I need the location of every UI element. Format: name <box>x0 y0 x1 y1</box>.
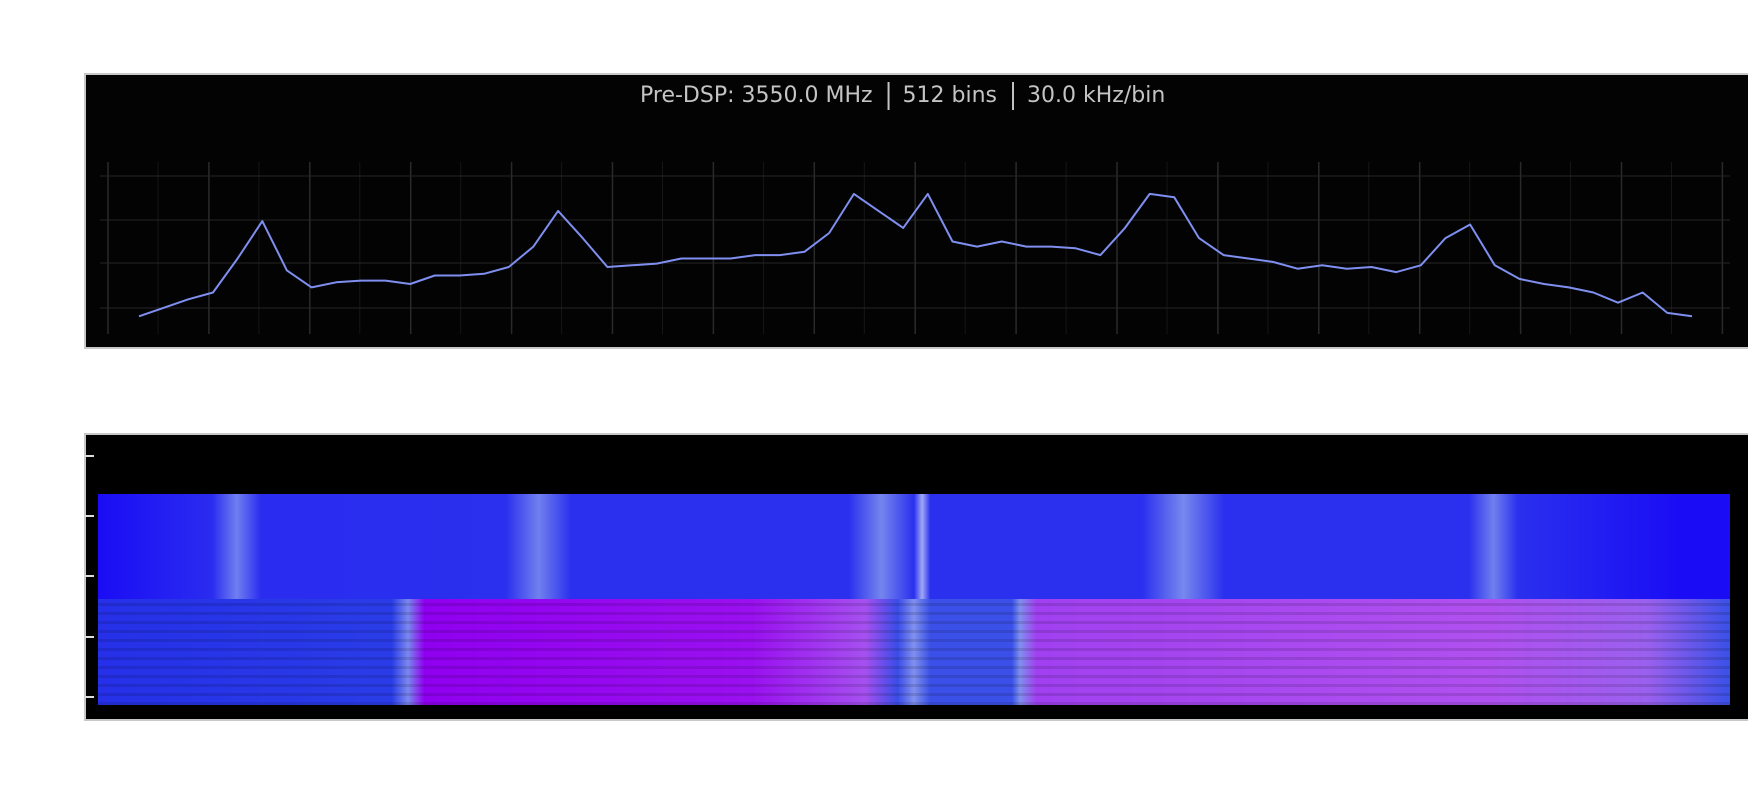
grid <box>100 162 1730 334</box>
spectrum-line <box>138 192 1693 318</box>
title-part: Pre-DSP: 3550.0 MHz <box>640 83 873 108</box>
waterfall-texture <box>98 599 1730 705</box>
waterfall-history <box>98 494 1730 599</box>
waterfall-ticks <box>85 455 94 698</box>
title-part: 30.0 kHz/bin <box>1027 83 1165 108</box>
title: Pre-DSP: 3550.0 MHz 512 bins 30.0 kHz/bin <box>640 82 1165 110</box>
title-part: 512 bins <box>903 83 997 108</box>
